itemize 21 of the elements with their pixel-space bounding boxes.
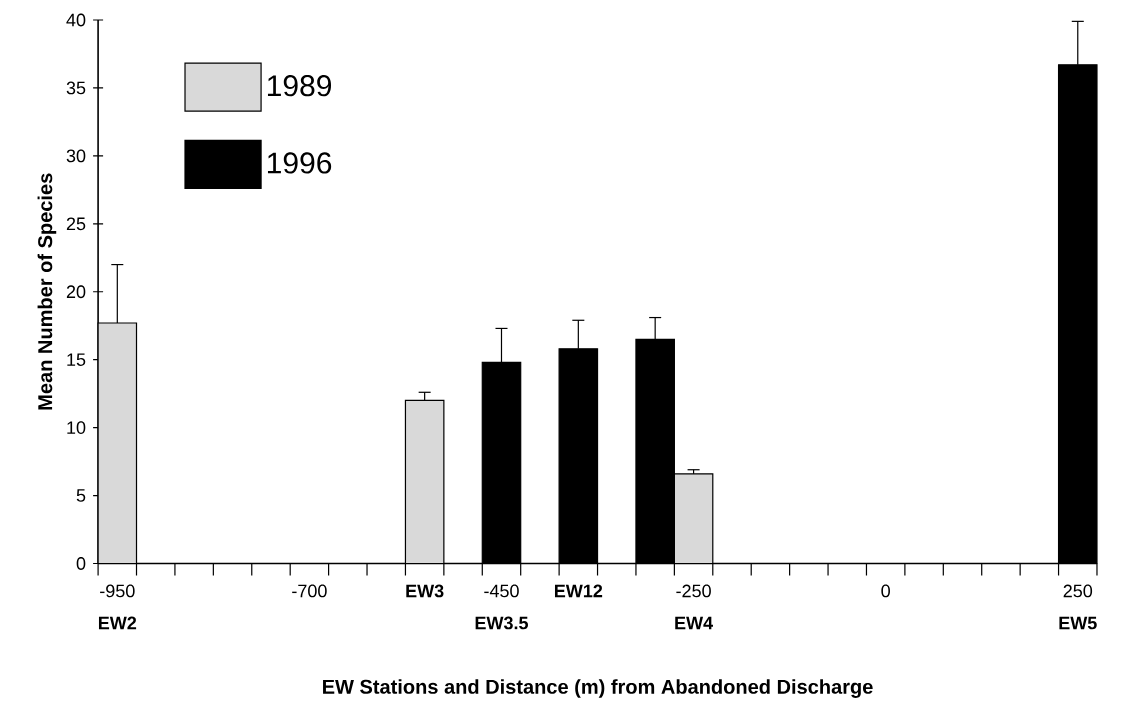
y-tick-label: 5 [76, 489, 86, 503]
x-tick-label: EW3 [406, 584, 444, 598]
x-tick-label: -250 EW4 [675, 584, 714, 630]
y-tick-label: 20 [66, 285, 86, 299]
x-tick-label: -950 EW2 [98, 584, 137, 630]
y-tick-label: 10 [67, 421, 86, 435]
x-axis-title: EW Stations and Distance (m) from Abandoned Discharge [323, 679, 873, 699]
x-tick-label: 0 [881, 584, 890, 598]
x-tick-label: -450 EW3.5 [475, 584, 529, 630]
y-tick-label: 15 [67, 353, 86, 367]
x-tick-label: EW12 [554, 584, 603, 598]
y-tick-label: 0 [76, 557, 86, 571]
legend-label: 1989 [267, 75, 332, 97]
x-tick-label: -700 [292, 584, 327, 598]
y-tick-label: 40 [66, 13, 86, 27]
x-tick-label: 250 EW5 [1059, 584, 1097, 630]
y-tick-label: 30 [66, 149, 86, 163]
legend-label: 1996 [267, 152, 332, 174]
y-tick-label: 25 [66, 217, 86, 231]
y-tick-label: 35 [66, 81, 86, 95]
y-axis-title: Mean Number of Species [37, 173, 57, 410]
